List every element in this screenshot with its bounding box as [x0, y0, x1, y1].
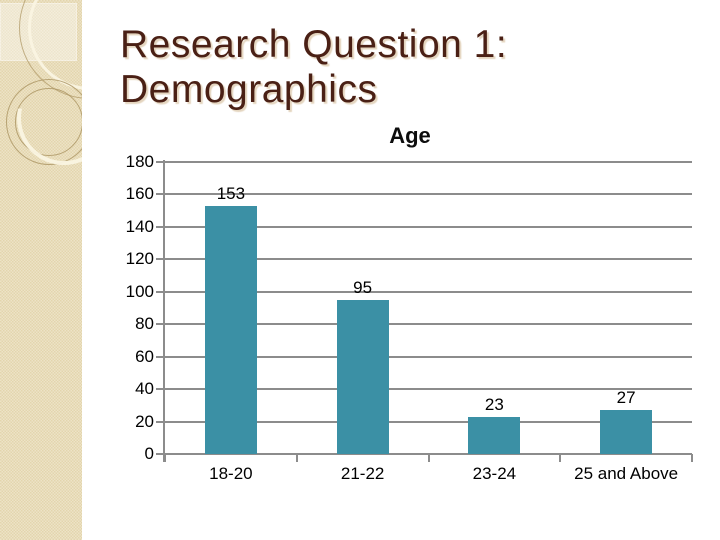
slide-title-line-1: Research Question 1: — [120, 23, 508, 66]
slide-title: Research Question 1: Demographics — [120, 22, 507, 112]
bar-value-label-25 and Above: 27 — [616, 388, 636, 408]
bar-23-24 — [468, 416, 521, 454]
gridline-60 — [156, 355, 692, 358]
x-axis-tick-2 — [427, 454, 430, 462]
y-axis-label-120: 120 — [125, 249, 154, 269]
y-axis-label-80: 80 — [135, 314, 154, 334]
gridline-140 — [156, 225, 692, 228]
bar-value-label-18-20: 153 — [216, 183, 246, 203]
x-axis-category-label-18-20: 18-20 — [209, 464, 253, 483]
gridline-40 — [156, 388, 692, 391]
gridline-180 — [156, 161, 692, 163]
bar-18-20 — [204, 205, 257, 454]
x-axis-tick-4 — [691, 454, 693, 462]
y-axis-label-140: 140 — [125, 216, 154, 236]
y-axis-label-160: 160 — [125, 184, 154, 204]
gridline-100 — [156, 290, 692, 293]
chart-title: Age — [389, 123, 431, 148]
bar-21-22 — [336, 299, 389, 454]
slide-title-line-2: Demographics — [120, 68, 378, 111]
y-axis-label-20: 20 — [135, 411, 154, 431]
bar-value-label-21-22: 95 — [353, 277, 373, 297]
y-axis — [163, 160, 165, 462]
y-axis-label-0: 0 — [144, 444, 154, 463]
x-axis-tick-0 — [164, 454, 166, 462]
gridline-0 — [156, 453, 692, 455]
y-axis-label-180: 180 — [125, 152, 154, 171]
gridline-160 — [156, 193, 692, 196]
y-axis-label-60: 60 — [135, 346, 154, 366]
circle-ornament-tan-outer — [6, 79, 82, 165]
bar-25 and Above — [600, 410, 653, 454]
x-axis-category-label-23-24: 23-24 — [472, 464, 517, 483]
gridline-120 — [156, 258, 692, 261]
x-axis-category-label-21-22: 21-22 — [340, 464, 385, 483]
gridline-80 — [156, 323, 692, 326]
y-axis-label-100: 100 — [125, 281, 154, 301]
x-axis-tick-3 — [559, 454, 562, 462]
y-axis-label-40: 40 — [135, 379, 154, 399]
sidebar-decoration — [0, 0, 82, 540]
gridline-20 — [156, 420, 692, 423]
bar-value-label-23-24: 23 — [484, 394, 504, 414]
x-axis-category-label-25 and Above: 25 and Above — [574, 464, 679, 483]
x-axis-tick-1 — [295, 454, 298, 462]
